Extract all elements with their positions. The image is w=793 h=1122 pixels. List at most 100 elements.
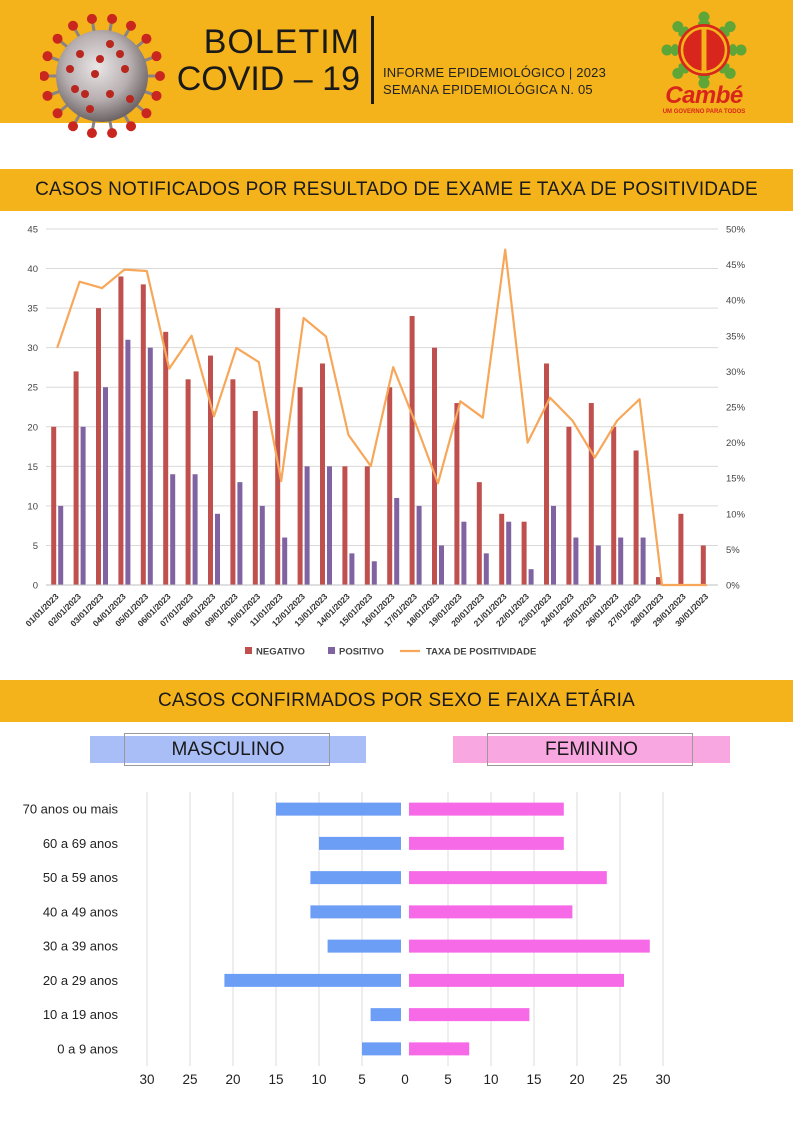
bar-negativo — [409, 316, 415, 585]
section-title-notified: CASOS NOTIFICADOS POR RESULTADO DE EXAME… — [0, 169, 793, 211]
logo-person-head — [661, 44, 673, 56]
bar-positivo — [237, 482, 243, 585]
virus-spike-tip — [40, 71, 49, 81]
bar-feminino — [409, 802, 564, 816]
chart1-legend: NEGATIVO POSITIVO TAXA DE POSITIVIDADE — [245, 647, 536, 658]
y-tick-label: 0 — [33, 581, 38, 592]
virus-spike-tip — [68, 121, 78, 132]
x-tick-label: 10 — [311, 1072, 326, 1087]
info-line-1: INFORME EPIDEMIOLÓGICO | 2023 — [383, 65, 607, 80]
info-line-2: SEMANA EPIDEMIOLÓGICA N. 05 — [383, 82, 593, 97]
bar-negativo — [499, 513, 505, 585]
bar-masculino — [310, 905, 401, 919]
y-tick-label: 25 — [27, 383, 38, 394]
notified-cases-chart: 0 5 10 15 20 25 30 35 40 45 0% 5% 10% 15% 20% 25% 30% 35%… — [23, 225, 746, 658]
y2-tick-label: 20% — [726, 438, 746, 449]
bar-negativo — [140, 284, 146, 585]
y-tick-label: 70 anos ou mais — [23, 802, 119, 817]
y-tick-label: 35 — [27, 304, 38, 315]
bar-positivo — [506, 521, 512, 585]
female-label-frame — [487, 733, 693, 766]
bulletin-info: INFORME EPIDEMIOLÓGICO | 2023 SEMANA EPI… — [383, 64, 606, 98]
bar-negativo — [252, 410, 258, 585]
male-label-frame — [124, 733, 330, 766]
x-tick-label: 25 — [182, 1072, 197, 1087]
virus-spike-tip — [86, 14, 97, 24]
logo-person-head — [735, 44, 747, 56]
bar-negativo — [700, 545, 706, 585]
bar-masculino — [310, 871, 401, 885]
y-tick-label: 0 a 9 anos — [57, 1041, 118, 1056]
bar-negativo — [118, 276, 124, 585]
y-tick-label: 40 a 49 anos — [43, 904, 119, 919]
bar-negativo — [364, 466, 370, 585]
y-tick-label: 10 — [27, 501, 38, 512]
male-label: MASCULINO — [90, 736, 366, 763]
x-tick-label: 30 — [655, 1072, 670, 1087]
bar-negativo — [387, 387, 393, 585]
bar-negativo — [342, 466, 348, 585]
legend-swatch — [328, 647, 335, 654]
bar-negativo — [73, 371, 79, 585]
bar-positivo — [282, 537, 288, 585]
virus-protein — [126, 95, 134, 103]
x-tick-label: 30 — [139, 1072, 154, 1087]
virus-spike-tip — [42, 90, 53, 101]
bar-negativo — [297, 387, 303, 585]
bar-negativo — [454, 403, 460, 585]
bar-feminino — [409, 973, 624, 987]
virus-spike-tip — [151, 51, 162, 62]
y2-tick-label: 0% — [726, 581, 740, 592]
y2-tick-label: 45% — [726, 260, 746, 271]
bar-positivo — [103, 387, 108, 585]
bar-positivo — [416, 505, 422, 585]
y2-tick-label: 35% — [726, 331, 746, 342]
bar-masculino — [327, 939, 401, 953]
bar-negativo — [633, 450, 639, 585]
virus-spike-tip — [42, 51, 53, 62]
logo-person-head — [698, 77, 710, 89]
virus-spike-tip — [141, 108, 152, 119]
virus-protein — [81, 90, 89, 98]
virus-protein — [116, 50, 124, 58]
y-tick-label: 30 — [27, 343, 38, 354]
bar-positivo — [394, 497, 400, 585]
bar-negativo — [544, 363, 549, 585]
virus-spike-tip — [155, 71, 165, 81]
bar-positivo — [349, 553, 355, 585]
bar-negativo — [208, 355, 213, 585]
virus-protein — [66, 65, 74, 73]
virus-protein — [71, 85, 79, 93]
x-tick-label: 0 — [401, 1072, 409, 1087]
bar-positivo — [439, 545, 444, 585]
bulletin-title: BOLETIM COVID – 19 — [150, 24, 360, 98]
y-tick-label: 5 — [33, 541, 38, 552]
virus-protein — [91, 70, 99, 78]
logo-slogan: UM GOVERNO PARA TODOS — [662, 109, 746, 115]
virus-spike-tip — [52, 33, 63, 44]
x-tick-label: 10 — [483, 1072, 498, 1087]
y2-tick-label: 25% — [726, 403, 746, 414]
bar-positivo — [170, 474, 176, 585]
line-taxa-positividade — [56, 248, 707, 587]
y2-tick-label: 50% — [726, 225, 746, 236]
bar-positivo — [461, 521, 467, 585]
bar-negativo — [678, 513, 684, 585]
virus-spike-tip — [126, 121, 136, 132]
x-tick-label: 5 — [444, 1072, 452, 1087]
bar-positivo — [551, 505, 556, 585]
x-tick-label: 15 — [268, 1072, 283, 1087]
logo-text: Cambé — [665, 82, 743, 109]
bar-positivo — [640, 537, 646, 585]
bar-positivo — [327, 466, 332, 585]
title-line-1: BOLETIM — [203, 23, 360, 61]
bar-negativo — [566, 426, 572, 585]
bar-feminino — [409, 836, 564, 850]
bar-positivo — [528, 569, 534, 585]
y-tick-label: 50 a 59 anos — [43, 870, 119, 885]
bar-negativo — [611, 426, 617, 585]
bar-positivo — [573, 537, 579, 585]
bar-masculino — [276, 802, 401, 816]
y2-tick-label: 40% — [726, 296, 746, 307]
bar-feminino — [409, 905, 573, 919]
